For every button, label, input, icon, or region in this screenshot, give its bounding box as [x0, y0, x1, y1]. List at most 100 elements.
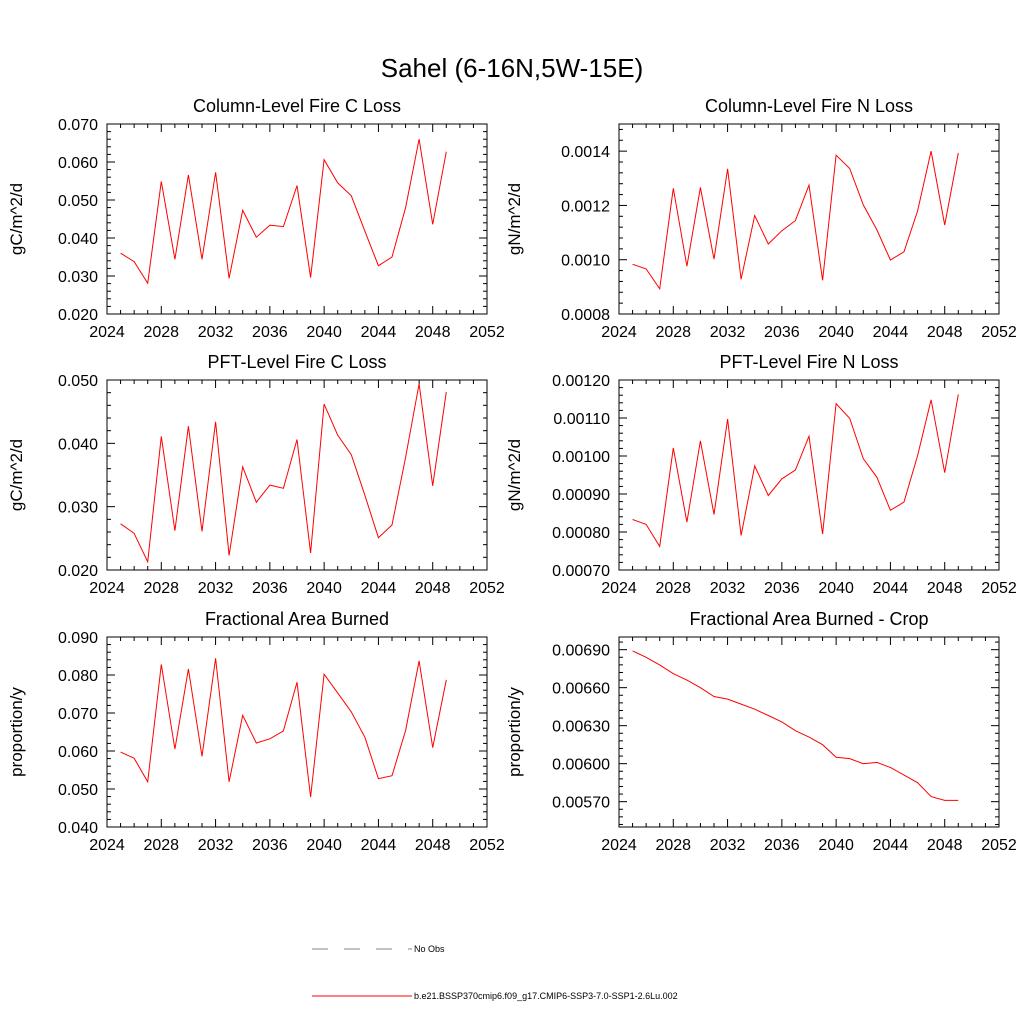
x-tick-label: 2040 — [818, 324, 854, 341]
x-tick-label: 2028 — [655, 324, 691, 341]
x-tick-label: 2048 — [415, 837, 451, 854]
y-tick-label: 0.00660 — [552, 681, 610, 698]
y-tick-label: 0.00070 — [552, 563, 610, 580]
y-axis-label: proportion/y — [505, 687, 524, 777]
x-tick-label: 2032 — [710, 324, 746, 341]
y-tick-label: 0.060 — [58, 744, 98, 761]
y-tick-label: 0.060 — [58, 155, 98, 172]
chart-panel-2: Column-Level Fire N Loss 2024 2028 2032 2036… — [505, 96, 1017, 341]
figure-legend: No Obs b.e21.BSSP370cmip6.f09_g17.CMIP6-… — [312, 944, 678, 1001]
panel-title: Column-Level Fire N Loss — [705, 96, 913, 116]
x-tick-label: 2048 — [415, 324, 451, 341]
x-tick-label: 2036 — [252, 580, 288, 597]
x-tick-label: 2052 — [469, 580, 505, 597]
series-line — [632, 150, 959, 291]
x-tick-label: 2044 — [361, 837, 397, 854]
y-tick-label: 0.090 — [58, 630, 98, 647]
y-tick-label: 0.040 — [58, 436, 98, 453]
y-tick-label: 0.00630 — [552, 719, 610, 736]
x-tick-label: 2028 — [655, 837, 691, 854]
x-tick-label: 2040 — [306, 580, 342, 597]
x-tick-label: 2048 — [415, 580, 451, 597]
panel-title: Fractional Area Burned — [205, 609, 389, 629]
x-tick-label: 2024 — [89, 837, 125, 854]
y-axis-label: gN/m^2/d — [505, 183, 524, 255]
x-tick-label: 2044 — [873, 324, 909, 341]
x-tick-label: 2052 — [469, 837, 505, 854]
x-tick-label: 2032 — [198, 324, 234, 341]
chart-panel-1: Column-Level Fire C Loss 2024 2028 2032 2036… — [7, 96, 505, 341]
x-tick-label: 2032 — [198, 837, 234, 854]
y-tick-label: 0.080 — [58, 668, 98, 685]
x-tick-label: 2044 — [361, 324, 397, 341]
panel-title: PFT-Level Fire C Loss — [207, 352, 386, 372]
y-tick-label: 0.0012 — [561, 198, 610, 215]
series-line — [120, 383, 447, 564]
y-tick-label: 0.020 — [58, 563, 98, 580]
figure-title: Sahel (6-16N,5W-15E) — [381, 53, 644, 83]
y-tick-label: 0.00690 — [552, 643, 610, 660]
x-tick-label: 2028 — [143, 837, 179, 854]
x-tick-label: 2044 — [361, 580, 397, 597]
panel-title: Fractional Area Burned - Crop — [689, 609, 928, 629]
y-tick-label: 0.070 — [58, 706, 98, 723]
x-tick-label: 2036 — [252, 837, 288, 854]
x-tick-label: 2048 — [927, 580, 963, 597]
y-tick-label: 0.00600 — [552, 757, 610, 774]
y-tick-label: 0.050 — [58, 782, 98, 799]
y-tick-label: 0.00080 — [552, 525, 610, 542]
x-tick-label: 2040 — [306, 324, 342, 341]
x-tick-label: 2036 — [764, 580, 800, 597]
series-line — [120, 139, 447, 285]
chart-panel-3: PFT-Level Fire C Loss 2024 2028 2032 2036 204… — [7, 352, 505, 597]
x-tick-label: 2028 — [143, 324, 179, 341]
chart-panel-5: Fractional Area Burned 2024 2028 2032 2036 20… — [7, 609, 505, 854]
plot-frame — [618, 379, 1000, 571]
legend-label-series: b.e21.BSSP370cmip6.f09_g17.CMIP6-SSP3-7.… — [414, 991, 678, 1001]
x-tick-label: 2044 — [873, 580, 909, 597]
x-tick-label: 2048 — [927, 837, 963, 854]
y-tick-label: 0.0010 — [561, 253, 610, 270]
y-tick-label: 0.070 — [58, 117, 98, 134]
x-tick-label: 2052 — [981, 324, 1017, 341]
x-tick-label: 2036 — [764, 837, 800, 854]
series-line — [632, 650, 959, 801]
x-tick-label: 2036 — [764, 324, 800, 341]
y-tick-label: 0.0008 — [561, 307, 610, 324]
x-tick-label: 2028 — [143, 580, 179, 597]
y-tick-label: 0.00110 — [553, 411, 610, 428]
y-tick-label: 0.00120 — [552, 373, 610, 390]
y-tick-label: 0.00570 — [552, 795, 610, 812]
plot-frame — [618, 123, 1000, 315]
x-tick-label: 2036 — [252, 324, 288, 341]
panel-title: Column-Level Fire C Loss — [193, 96, 401, 116]
y-tick-label: 0.00100 — [552, 449, 610, 466]
x-tick-label: 2048 — [927, 324, 963, 341]
y-tick-label: 0.020 — [58, 307, 98, 324]
x-tick-label: 2024 — [601, 580, 637, 597]
y-tick-label: 0.030 — [58, 500, 98, 517]
y-tick-label: 0.050 — [58, 373, 98, 390]
y-tick-label: 0.040 — [58, 820, 98, 837]
y-tick-label: 0.040 — [58, 231, 98, 248]
y-axis-label: gN/m^2/d — [505, 439, 524, 511]
x-tick-label: 2024 — [601, 324, 637, 341]
chart-panels: Column-Level Fire C Loss 2024 2028 2032 2036… — [7, 96, 1017, 854]
legend-label-no-obs: No Obs — [414, 944, 445, 954]
y-tick-label: 0.0014 — [561, 144, 610, 161]
plot-frame — [618, 636, 1000, 828]
y-axis-label: gC/m^2/d — [7, 183, 26, 255]
series-line — [120, 658, 447, 798]
x-tick-label: 2052 — [981, 580, 1017, 597]
panel-title: PFT-Level Fire N Loss — [719, 352, 898, 372]
y-tick-label: 0.00090 — [552, 487, 610, 504]
x-tick-label: 2032 — [710, 580, 746, 597]
x-tick-label: 2032 — [710, 837, 746, 854]
x-tick-label: 2024 — [89, 324, 125, 341]
x-tick-label: 2044 — [873, 837, 909, 854]
x-tick-label: 2024 — [89, 580, 125, 597]
x-tick-label: 2052 — [981, 837, 1017, 854]
x-tick-label: 2040 — [306, 837, 342, 854]
x-tick-label: 2024 — [601, 837, 637, 854]
